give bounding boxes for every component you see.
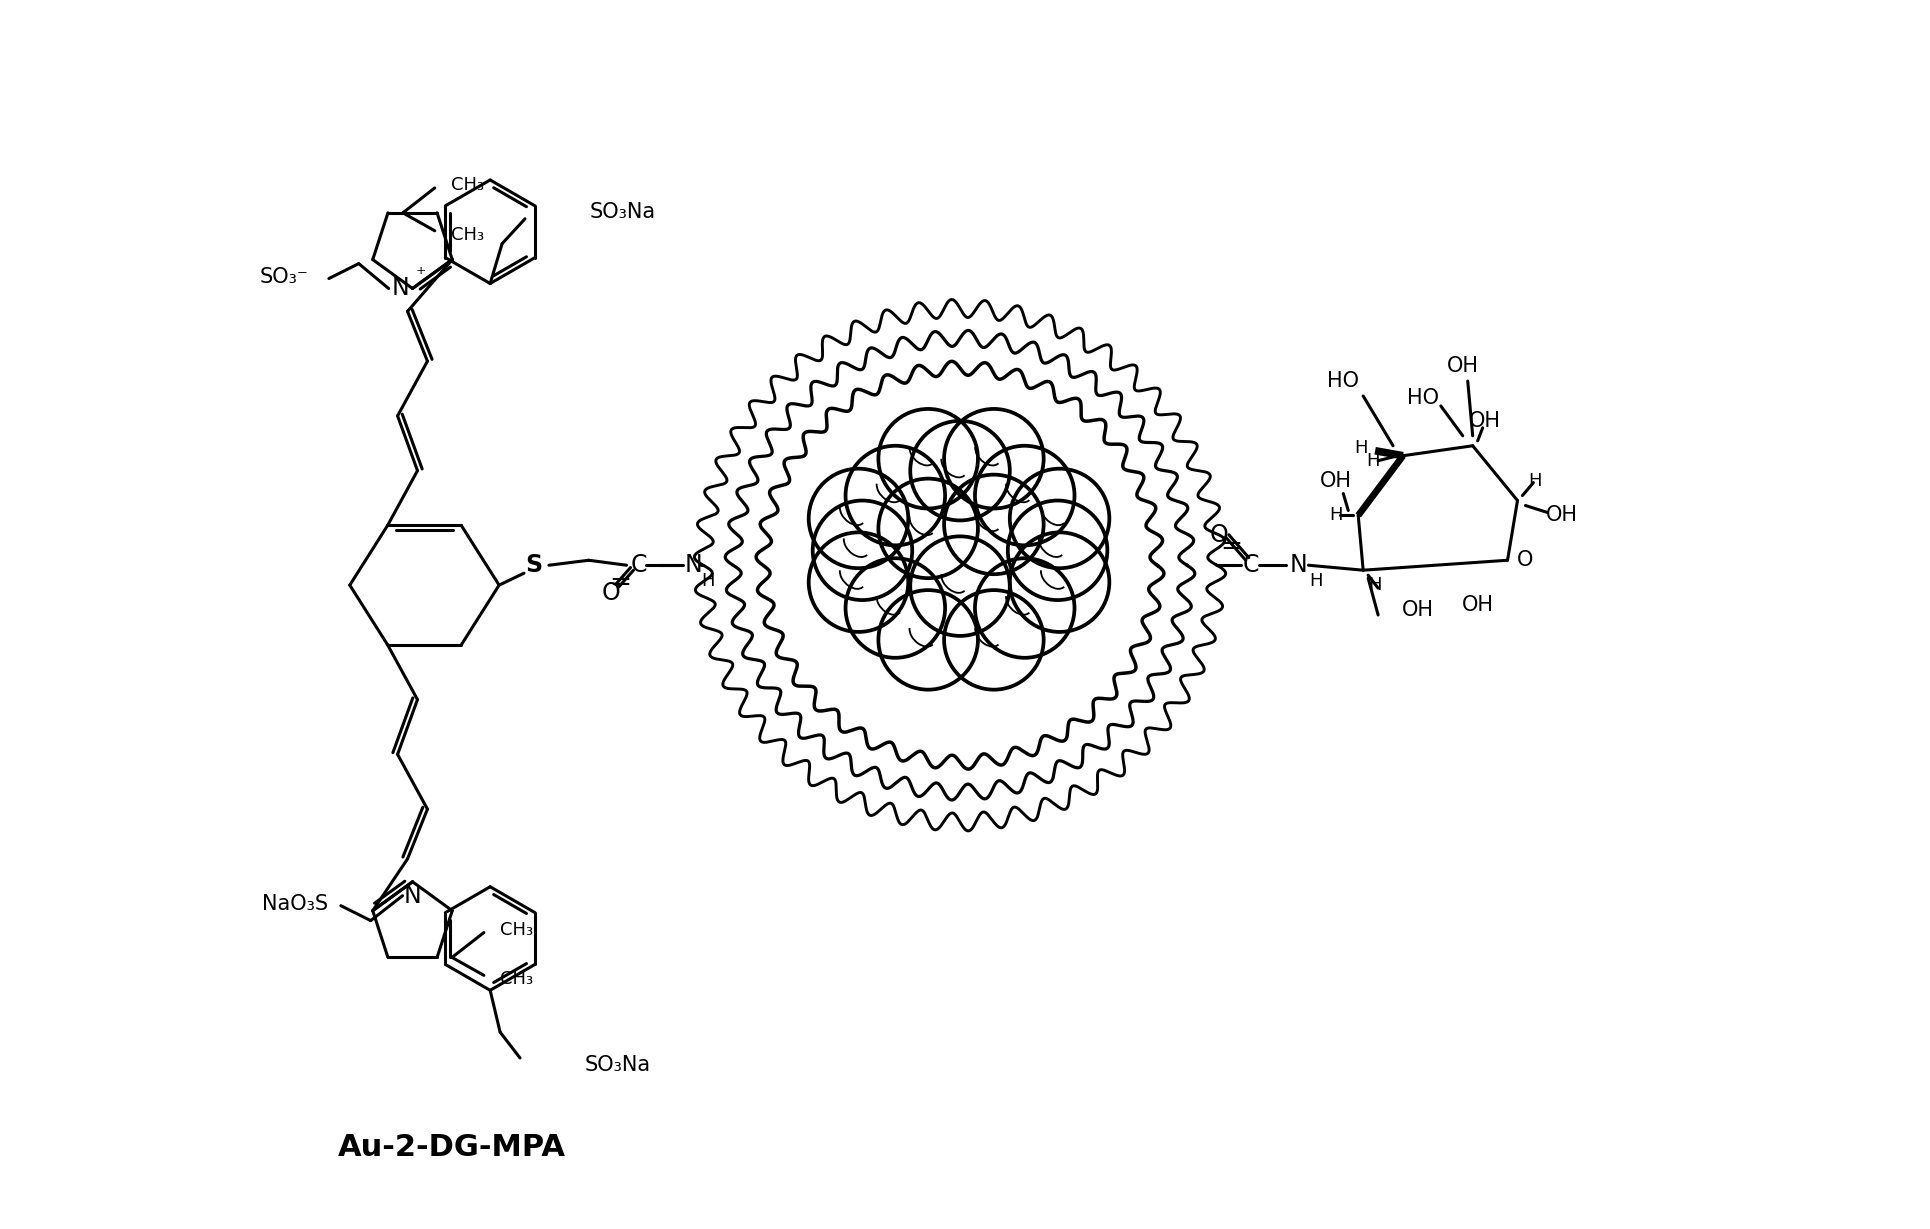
Text: HO: HO bbox=[1326, 371, 1359, 391]
Text: SO₃Na: SO₃Na bbox=[589, 202, 656, 221]
Text: HO: HO bbox=[1407, 388, 1438, 408]
Text: =: = bbox=[610, 570, 631, 596]
Text: OH: OH bbox=[1320, 471, 1351, 490]
Text: C: C bbox=[1241, 553, 1258, 578]
Text: H: H bbox=[1529, 472, 1542, 489]
Text: H: H bbox=[701, 573, 714, 590]
Text: H: H bbox=[1330, 506, 1343, 525]
Text: ⁺: ⁺ bbox=[415, 265, 425, 284]
Text: CH₃: CH₃ bbox=[450, 226, 484, 243]
Text: CH₃: CH₃ bbox=[500, 921, 533, 939]
Text: SO₃Na: SO₃Na bbox=[585, 1054, 650, 1075]
Text: =: = bbox=[1220, 535, 1241, 560]
Text: CH₃: CH₃ bbox=[450, 176, 484, 194]
Text: H: H bbox=[1366, 452, 1380, 469]
Text: N: N bbox=[403, 884, 421, 908]
Text: S: S bbox=[525, 553, 542, 578]
Text: OH: OH bbox=[1546, 505, 1577, 526]
Text: O: O bbox=[1208, 524, 1227, 547]
Text: H: H bbox=[1368, 576, 1382, 594]
Text: H: H bbox=[1353, 439, 1366, 457]
Text: NaO₃S: NaO₃S bbox=[262, 893, 328, 913]
Text: N: N bbox=[392, 277, 409, 300]
Text: OH: OH bbox=[1469, 410, 1500, 431]
Text: CH₃: CH₃ bbox=[500, 971, 533, 988]
Text: OH: OH bbox=[1461, 595, 1494, 614]
Text: O: O bbox=[1517, 551, 1532, 570]
Text: SO₃⁻: SO₃⁻ bbox=[259, 267, 309, 286]
Text: OH: OH bbox=[1401, 600, 1434, 619]
Text: Au-2-DG-MPA: Au-2-DG-MPA bbox=[338, 1133, 565, 1163]
Text: OH: OH bbox=[1446, 356, 1478, 376]
Text: H: H bbox=[1309, 573, 1322, 590]
Text: O: O bbox=[600, 581, 620, 605]
Text: N: N bbox=[1289, 553, 1307, 578]
Text: N: N bbox=[683, 553, 703, 578]
Text: C: C bbox=[629, 553, 647, 578]
